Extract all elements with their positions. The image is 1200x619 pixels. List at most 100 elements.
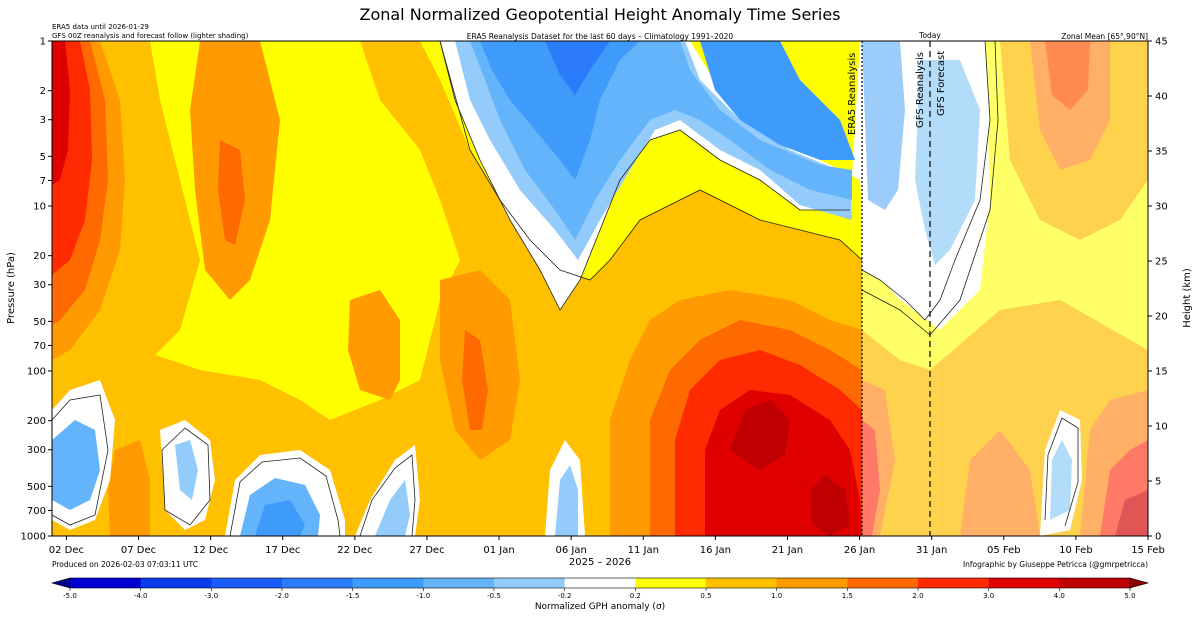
field-red-1212: [218, 140, 245, 245]
y-tick-label: 7: [40, 176, 46, 187]
colorbar-tick-label: -2.0: [275, 592, 289, 600]
colorbar-tick-label: 2.0: [912, 592, 923, 600]
field-blue-jan: [480, 41, 640, 180]
colorbar-segment: [494, 578, 566, 588]
field-core-jan-high2: [810, 475, 850, 536]
marker-label-today: Today: [918, 31, 941, 40]
y2-tick-label: 25: [1155, 257, 1168, 268]
y2-tick-label: 30: [1155, 202, 1168, 213]
colorbar-tick-label: 4.0: [1054, 592, 1065, 600]
y-tick-label: 500: [27, 482, 46, 493]
contour-lines: [52, 41, 1079, 536]
field-blue-1227: [375, 480, 410, 536]
field-core-jan-high: [730, 400, 790, 470]
field-blue-1215: [175, 440, 198, 500]
colorbar-segment: [70, 578, 142, 588]
colorbar-tick-label: 5.0: [1124, 592, 1135, 600]
x-tick-label: 07 Dec: [121, 545, 156, 556]
colorbar-tick-label: -1.0: [416, 592, 430, 600]
contour-white-left: [439, 41, 850, 311]
field-forecast-orange-feb: [960, 430, 1040, 536]
colorbar-segment: [282, 578, 354, 588]
field-forecast-blue-top: [915, 60, 980, 265]
colorbar-tick-label: 0.2: [630, 592, 641, 600]
credit-label: Infographic by Giuseppe Petricca (@gmrpe…: [962, 560, 1148, 569]
y-tick-label: 30: [33, 280, 46, 291]
y-tick-label: 1000: [21, 532, 46, 543]
contour-lowleft-a: [52, 394, 109, 526]
y-axis-label: Pressure (hPa): [6, 252, 17, 324]
x-tick-label: 31 Jan: [916, 545, 947, 556]
y-tick-label: 10: [33, 202, 46, 213]
field-forecast-blue-feb: [1050, 440, 1072, 520]
x-axis: 02 Dec 07 Dec 12 Dec 17 Dec 22 Dec 27 Dec 01 J…: [49, 536, 1165, 556]
field-orange-1205: [108, 440, 150, 536]
chart-title: Zonal Normalized Geopotential Height Ano…: [359, 5, 841, 24]
y2-tick-label: 5: [1155, 477, 1161, 488]
contour-forecast-b: [861, 41, 999, 336]
field-blue-core: [545, 41, 610, 95]
y-tick-label: 5: [40, 152, 46, 163]
y-tick-label: 2: [40, 86, 46, 97]
colorbar-tick-label: -5.0: [63, 592, 77, 600]
colorbar-segment: [1059, 578, 1131, 588]
x-tick-label: 15 Feb: [1131, 545, 1165, 556]
x-tick-label: 27 Dec: [409, 545, 444, 556]
y2-tick-label: 20: [1155, 312, 1168, 323]
y-tick-label: 100: [27, 367, 46, 378]
colorbar-tick-label: -3.0: [204, 592, 218, 600]
y2-tick-label: 0: [1155, 532, 1161, 543]
colorbar: -5.0 -4.0 -3.0 -2.0 -1.5 -1.0 -0.5 -0.2 0.2 0.5 1.…: [50, 577, 1150, 600]
colorbar-segment: [211, 578, 283, 588]
y2-tick-label: 35: [1155, 147, 1168, 158]
field-red-0101: [462, 330, 488, 430]
field-forecast-red-top: [1045, 41, 1090, 110]
marker-label-era5: ERA5 Reanalysis: [847, 53, 858, 135]
colorbar-segment: [140, 578, 212, 588]
marker-label-gfs-forecast: GFS Forecast: [936, 51, 947, 116]
field-forecast-blue2-top: [862, 41, 905, 210]
field-orange-1225: [348, 290, 400, 400]
colorbar-tick-label: -0.5: [487, 592, 501, 600]
colorbar-segment: [635, 578, 707, 588]
y-tick-label: 20: [33, 251, 46, 262]
produced-timestamp: Produced on 2026-02-03 07:03:11 UTC: [52, 560, 198, 569]
field-blue-0106: [555, 465, 578, 536]
chart-subtitle: ERA5 Reanalysis Dataset for the last 60 …: [466, 32, 734, 41]
y2-tick-label: 45: [1155, 37, 1168, 48]
x-tick-label: 10 Feb: [1059, 545, 1093, 556]
y-tick-label: 70: [33, 341, 46, 352]
x-tick-label: 12 Dec: [193, 545, 228, 556]
field-blue2-1220: [255, 500, 305, 536]
colorbar-segment: [352, 578, 424, 588]
y2-tick-label: 40: [1155, 92, 1168, 103]
y2-tick-label: 15: [1155, 367, 1168, 378]
contour-1215: [161, 427, 211, 526]
y2-axis-label: Height (km): [1182, 268, 1193, 328]
x-axis-label: 2025 – 2026: [568, 557, 632, 568]
colorbar-segment: [988, 578, 1060, 588]
colorbar-tick-label: 0.5: [700, 592, 711, 600]
colorbar-segment: [776, 578, 848, 588]
data-note-gfs: GFS 00Z reanalysis and forecast follow (…: [52, 32, 249, 40]
colorbar-tick-label: -1.5: [346, 592, 360, 600]
y-tick-label: 300: [27, 445, 46, 456]
contour-field: [52, 41, 1148, 536]
colorbar-segment: [564, 578, 636, 588]
colorbar-under-arrow: [50, 577, 71, 589]
x-tick-label: 21 Jan: [772, 545, 803, 556]
y-tick-label: 700: [27, 506, 46, 517]
colorbar-tick-label: 1.5: [842, 592, 853, 600]
colorbar-segment: [706, 578, 778, 588]
x-tick-label: 01 Jan: [483, 545, 514, 556]
region-label: Zonal Mean [65°,90°N]: [1061, 32, 1148, 41]
y-tick-label: 200: [27, 416, 46, 427]
field-forecast-red3-feb: [1115, 490, 1148, 536]
y2-tick-label: 10: [1155, 422, 1168, 433]
y-axis: 1 2 3 5 7 10 20 30 50 70 100 200 300 500 700 1000: [21, 37, 52, 543]
field-forecast-red2-low: [862, 420, 880, 536]
colorbar-tick-label: 1.0: [771, 592, 782, 600]
colorbar-over-arrow: [1129, 577, 1150, 589]
colorbar-tick-label: 3.0: [983, 592, 994, 600]
